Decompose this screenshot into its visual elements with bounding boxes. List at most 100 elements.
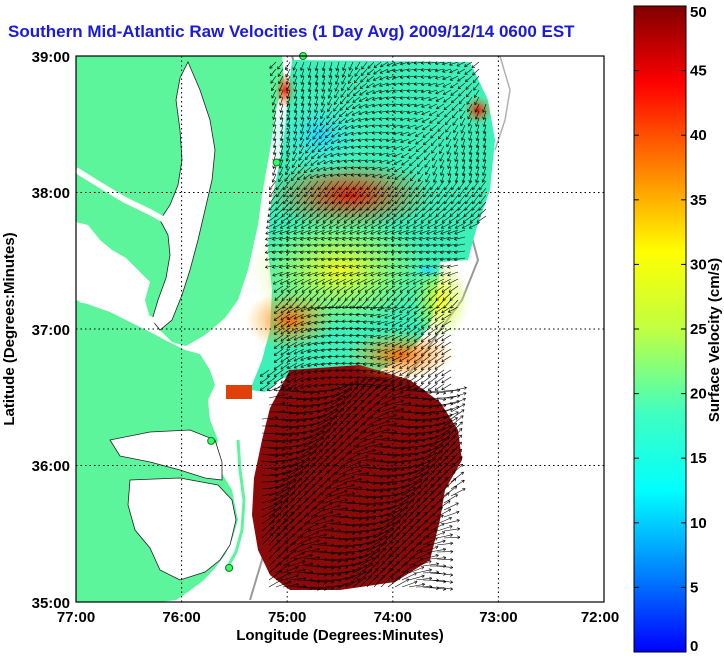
velocity-vector	[275, 299, 284, 309]
velocity-vector-head	[294, 110, 298, 114]
velocity-vector-head	[314, 233, 318, 235]
velocity-vector-head	[429, 127, 432, 131]
velocity-vector	[366, 426, 382, 434]
velocity-vector	[291, 159, 298, 168]
velocity-vector-head	[427, 63, 432, 65]
velocity-vector-head	[441, 345, 444, 348]
velocity-vector-head	[380, 305, 382, 309]
velocity-vector-head	[441, 338, 444, 341]
velocity-vector-head	[457, 85, 460, 89]
velocity-vector	[455, 152, 459, 162]
velocity-vector-head	[349, 243, 352, 247]
velocity-vector	[413, 222, 424, 229]
velocity-vector-head	[346, 407, 350, 409]
velocity-vector-head	[399, 358, 402, 362]
velocity-vector-head	[474, 103, 478, 106]
velocity-vector	[337, 292, 347, 301]
velocity-vector-head	[287, 131, 291, 134]
velocity-vector-head	[363, 281, 367, 285]
velocity-vector-head	[272, 245, 276, 248]
velocity-vector-head	[404, 250, 408, 253]
velocity-vector-head	[467, 110, 471, 113]
velocity-vector-head	[277, 74, 281, 77]
velocity-vector	[338, 201, 347, 211]
velocity-vector	[450, 82, 459, 89]
velocity-vector	[443, 96, 452, 103]
velocity-vector-head	[265, 239, 269, 241]
velocity-vector-head	[376, 379, 378, 383]
velocity-vector	[352, 299, 361, 309]
velocity-vector-head	[479, 195, 483, 198]
velocity-vector-head	[280, 159, 283, 162]
velocity-vector-head	[426, 281, 430, 285]
velocity-vector-head	[280, 352, 283, 356]
velocity-vector	[381, 180, 389, 190]
velocity-vector-head	[426, 243, 429, 247]
velocity-vector	[393, 89, 403, 92]
potomac-river	[76, 167, 170, 225]
velocity-vector-head	[294, 124, 298, 127]
velocity-vector	[280, 215, 291, 223]
velocity-vector	[289, 404, 306, 408]
velocity-vector-head	[265, 231, 268, 234]
velocity-vector	[334, 341, 347, 343]
velocity-vector-head	[315, 450, 317, 454]
velocity-vector-head	[365, 168, 369, 171]
velocity-vector-head	[314, 330, 318, 332]
velocity-vector-head	[328, 225, 332, 229]
velocity-vector	[357, 222, 368, 229]
velocity-vector	[400, 131, 410, 136]
velocity-vector-head	[314, 358, 318, 360]
velocity-vector-head	[424, 156, 426, 161]
velocity-vector-head	[297, 170, 299, 174]
velocity-vector	[450, 398, 466, 406]
velocity-vector-head	[446, 257, 450, 261]
velocity-vector-head	[307, 265, 310, 268]
velocity-vector	[330, 208, 340, 217]
velocity-vector	[324, 441, 336, 455]
velocity-vector	[379, 89, 389, 93]
velocity-vector-head	[472, 195, 476, 198]
velocity-vector-head	[328, 233, 332, 235]
velocity-vector-head	[365, 106, 369, 108]
velocity-vector-head	[433, 180, 437, 183]
velocity-vector-head	[285, 75, 289, 78]
velocity-vector-head	[360, 74, 364, 76]
velocity-vector-head	[421, 106, 425, 108]
velocity-vector-head	[300, 322, 303, 326]
velocity-vector	[314, 334, 326, 338]
velocity-vector	[337, 173, 347, 176]
velocity-vector-head	[264, 250, 268, 253]
velocity-vector-head	[287, 124, 291, 128]
velocity-vector	[307, 124, 312, 134]
velocity-vector-head	[334, 259, 339, 262]
velocity-vector	[386, 152, 396, 157]
velocity-vector-head	[280, 331, 283, 335]
velocity-vector-head	[414, 420, 419, 423]
velocity-vector-head	[469, 159, 473, 163]
velocity-vector	[287, 117, 291, 127]
velocity-vector-head	[366, 84, 368, 88]
velocity-vector-head	[447, 243, 450, 247]
velocity-vector-head	[323, 174, 326, 177]
velocity-vector	[315, 278, 326, 285]
velocity-vector-head	[463, 392, 467, 394]
velocity-vector	[393, 208, 403, 217]
velocity-vector	[378, 215, 389, 223]
velocity-vector-head	[320, 252, 325, 254]
velocity-vector-head	[320, 117, 324, 120]
velocity-vector-head	[476, 219, 479, 223]
velocity-vector	[364, 285, 375, 293]
velocity-vector-head	[327, 382, 331, 386]
velocity-vector-head	[462, 145, 465, 148]
velocity-vector-head	[384, 345, 388, 347]
velocity-vector-head	[458, 441, 462, 444]
velocity-vector-head	[348, 75, 352, 78]
velocity-vector-head	[309, 393, 313, 395]
velocity-vector	[360, 187, 368, 198]
velocity-vector	[409, 159, 417, 167]
velocity-vector-head	[419, 267, 423, 269]
velocity-vector-head	[314, 309, 318, 311]
velocity-vector-head	[289, 305, 291, 309]
velocity-vector-head	[443, 405, 447, 408]
